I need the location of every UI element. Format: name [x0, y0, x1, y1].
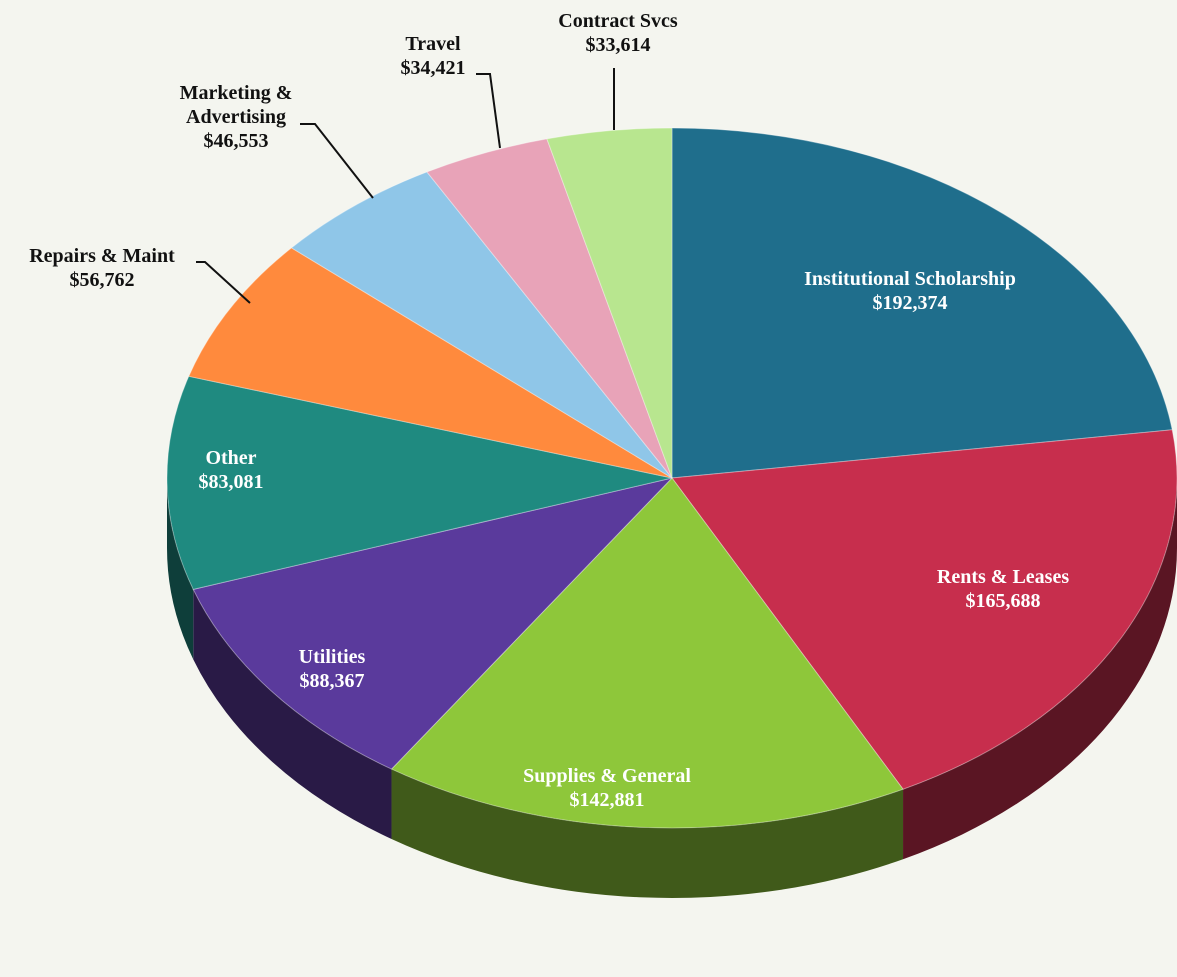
- slice-label-utilities: Utilities $88,367: [299, 646, 366, 692]
- slice-label-supplies-and-general: Supplies & General $142,881: [523, 765, 691, 811]
- slice-name-utilities: Utilities: [299, 646, 366, 668]
- slice-value-marketing-and-advertising: $46,553: [204, 130, 269, 152]
- slice-label-travel: Travel $34,421: [401, 33, 466, 79]
- leader-line-repairs-and-maint: [196, 261, 251, 304]
- pie-side-utilities: [193, 589, 392, 840]
- leader-line-marketing-and-advertising: [300, 123, 374, 199]
- slice-label-contract-svcs: Contract Svcs $33,614: [558, 10, 678, 56]
- pie-side-supplies-and-general: [391, 769, 904, 899]
- slice-value-utilities: $88,367: [300, 670, 365, 692]
- slice-label-rents-and-leases: Rents & Leases $165,688: [937, 566, 1069, 612]
- slice-label-marketing-and-advertising: Marketing & Advertising $46,553: [180, 82, 293, 152]
- pie-slice-other: [166, 375, 673, 590]
- slice-label-repairs-and-maint: Repairs & Maint $56,762: [29, 245, 175, 291]
- pie-side-rents-and-leases: [903, 478, 1177, 860]
- pie-slice-supplies-and-general: [390, 477, 904, 829]
- slice-name-marketing-and-advertising: Advertising: [186, 106, 286, 128]
- pie-slice-repairs-and-maint: [188, 247, 673, 479]
- pie-slice-marketing-and-advertising: [290, 171, 673, 479]
- slice-name-rents-and-leases: Rents & Leases: [937, 566, 1069, 588]
- slice-name-contract-svcs: Contract Svcs: [558, 10, 678, 32]
- slice-name-marketing-and-advertising: Marketing &: [180, 82, 293, 104]
- slice-value-travel: $34,421: [401, 57, 466, 79]
- slice-value-supplies-and-general: $142,881: [570, 789, 645, 811]
- slice-name-repairs-and-maint: Repairs & Maint: [29, 245, 175, 267]
- pie-slice-institutional-scholarship: [671, 127, 1173, 479]
- slice-label-other: Other $83,081: [199, 447, 264, 493]
- slice-name-institutional-scholarship: Institutional Scholarship: [804, 268, 1016, 290]
- slice-value-institutional-scholarship: $192,374: [873, 292, 948, 314]
- slice-name-travel: Travel: [405, 33, 461, 55]
- pie-side-other: [167, 478, 194, 660]
- slice-value-contract-svcs: $33,614: [586, 34, 651, 56]
- slice-name-other: Other: [205, 447, 256, 469]
- pie-slice-utilities: [192, 477, 674, 770]
- pie-slice-contract-svcs: [546, 127, 673, 479]
- slice-name-supplies-and-general: Supplies & General: [523, 765, 691, 787]
- pie-slice-travel: [426, 138, 673, 479]
- slice-value-rents-and-leases: $165,688: [966, 590, 1041, 612]
- slice-value-repairs-and-maint: $56,762: [70, 269, 135, 291]
- slice-label-institutional-scholarship: Institutional Scholarship $192,374: [804, 268, 1016, 314]
- leader-line-travel: [476, 73, 501, 149]
- slice-value-other: $83,081: [199, 471, 264, 493]
